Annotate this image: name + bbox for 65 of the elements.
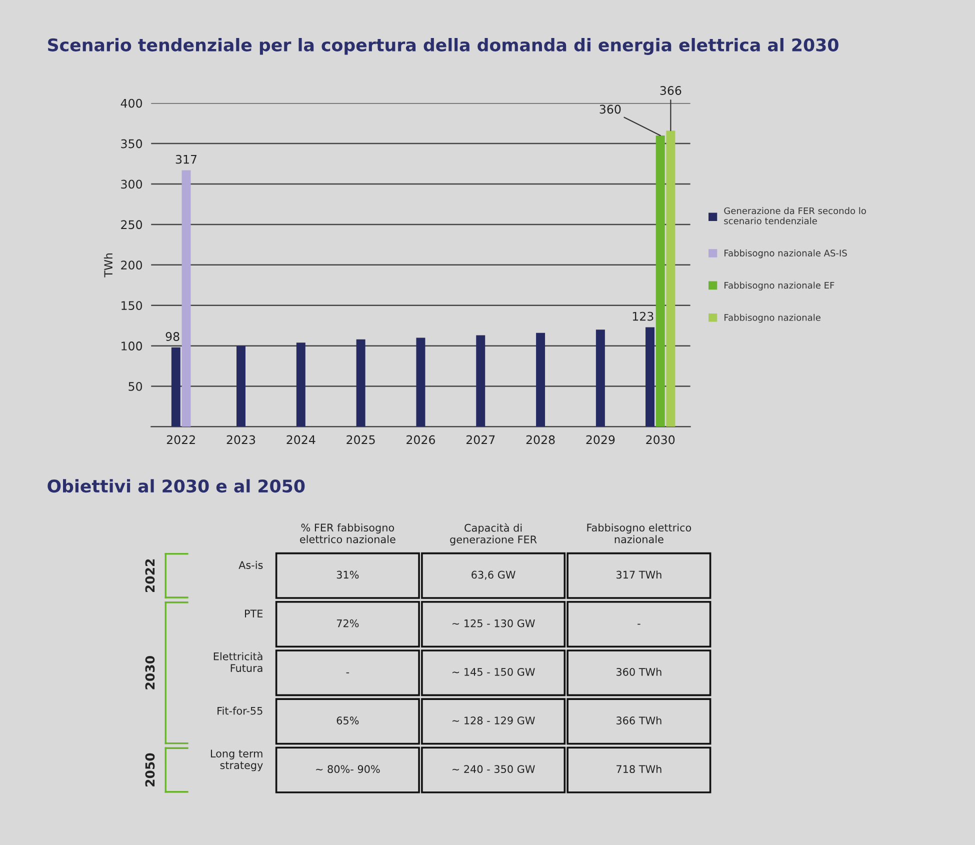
y-tick-label: 350 xyxy=(121,139,142,148)
bar xyxy=(182,170,191,427)
bar xyxy=(296,342,306,427)
text: Obiettivi al 2030 e al 2050 xyxy=(48,479,305,493)
bar xyxy=(596,330,605,427)
text: 31% xyxy=(336,570,359,579)
y-tick-label: 250 xyxy=(121,220,142,230)
data-label: 123 xyxy=(632,312,654,321)
category-label: As-is xyxy=(238,560,263,569)
text: 718 TWh xyxy=(616,764,662,774)
x-tick-label: 2029 xyxy=(586,435,615,444)
y-tick-label: 150 xyxy=(122,301,142,310)
text: 72% xyxy=(336,619,359,628)
y-tick-label: 200 xyxy=(121,260,142,270)
text: - xyxy=(346,672,350,674)
bar xyxy=(236,346,246,427)
category-label: % FER fabbisogno elettrico nazionale xyxy=(300,523,396,544)
x-tick-label: 2026 xyxy=(406,435,435,444)
text: ~ 128 - 129 GW xyxy=(452,716,535,724)
category-label: Capacità di generazione FER xyxy=(450,523,537,546)
text: 366 TWh xyxy=(616,716,662,724)
bar xyxy=(356,339,366,427)
legend-label: Generazione da FER secondo lo scenario tendenziale xyxy=(724,207,866,224)
x-tick-label: 2027 xyxy=(466,435,495,444)
x-tick-label: 2025 xyxy=(346,435,375,444)
y-tick-label: 100 xyxy=(122,342,142,350)
y-tick-label: 300 xyxy=(121,180,142,189)
text: ~ 145 - 150 GW xyxy=(452,668,535,676)
text: - xyxy=(638,624,640,625)
category-label: Fabbisogno elettrico nazionale xyxy=(587,523,692,544)
category-label: 2050 xyxy=(145,753,155,786)
x-tick-label: 2022 xyxy=(166,435,195,444)
y-axis-title: TWh xyxy=(104,253,112,278)
text: 360 TWh xyxy=(616,668,662,676)
category-label: Long term strategy xyxy=(210,750,263,772)
data-label: 360 xyxy=(600,104,621,114)
text: ~ 80%- 90% xyxy=(316,765,380,774)
y-tick-label: 400 xyxy=(120,98,142,108)
chart-title: Scenario tendenziale per la copertura della domanda di energia elettrica al 2030 xyxy=(48,38,838,55)
x-tick-label: 2023 xyxy=(226,435,256,444)
x-tick-label: 2028 xyxy=(526,435,555,444)
x-tick-label: 2024 xyxy=(286,435,316,444)
text: ~ 125 - 130 GW xyxy=(452,619,535,628)
bar xyxy=(666,130,676,427)
data-label: 366 xyxy=(660,86,682,95)
category-label: 2022 xyxy=(145,559,155,592)
category-label: 2030 xyxy=(145,656,155,690)
data-label: 98 xyxy=(166,332,180,341)
bar xyxy=(476,335,486,427)
bar xyxy=(416,338,426,427)
category-label: PTE xyxy=(244,610,263,618)
legend-label: Fabbisogno nazionale EF xyxy=(724,282,834,290)
text: 317 TWh xyxy=(616,570,662,579)
legend-label: Fabbisogno nazionale AS-IS xyxy=(724,249,847,258)
x-tick-label: 2030 xyxy=(646,435,675,444)
category-label: Elettricità Futura xyxy=(214,652,262,672)
text: 65% xyxy=(336,716,359,724)
text: 63,6 GW xyxy=(472,570,516,580)
text: ~ 240 - 350 GW xyxy=(452,765,535,774)
bar xyxy=(656,135,665,427)
category-label: Fit-for-55 xyxy=(218,706,262,715)
bar xyxy=(536,332,546,427)
y-tick-label: 50 xyxy=(128,382,142,391)
legend-label: Fabbisogno nazionale xyxy=(724,314,820,323)
data-label: 317 xyxy=(176,154,197,164)
